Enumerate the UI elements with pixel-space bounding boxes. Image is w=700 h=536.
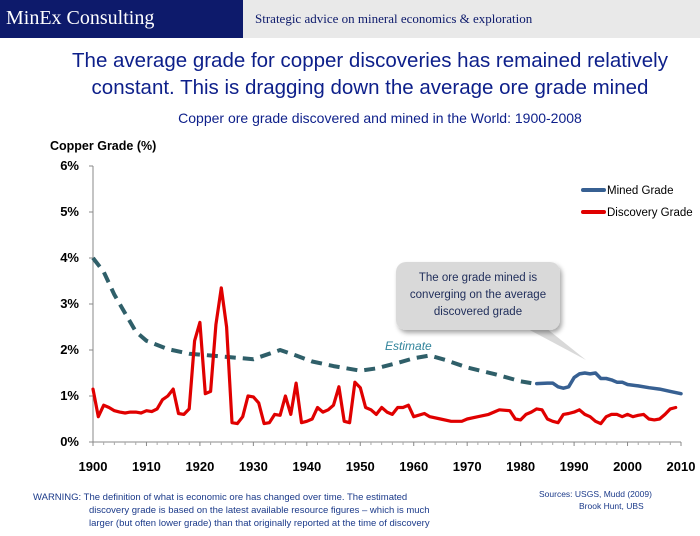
legend-discovery-grade-label: Discovery Grade bbox=[607, 207, 693, 219]
tagline: Strategic advice on mineral economics & … bbox=[255, 11, 533, 26]
callout-text-line: discovered grade bbox=[434, 306, 522, 318]
legend-mined-grade-label: Mined Grade bbox=[607, 185, 673, 197]
tagline-bar: Strategic advice on mineral economics & … bbox=[243, 0, 700, 38]
series-line-mined-grade bbox=[534, 371, 683, 396]
callout-text-line: The ore grade mined is bbox=[419, 272, 538, 284]
headline-line-2: constant. This is dragging down the aver… bbox=[91, 76, 649, 99]
y-tick-label: 3% bbox=[60, 296, 79, 311]
x-tick-label: 1900 bbox=[79, 459, 108, 474]
header-banner: MinEx Consulting Strategic advice on min… bbox=[0, 0, 700, 38]
x-tick-label: 1960 bbox=[399, 459, 428, 474]
series-line-estimate bbox=[91, 256, 532, 386]
y-tick-label: 0% bbox=[60, 434, 79, 449]
y-tick-label: 6% bbox=[60, 158, 79, 173]
callout-bubble bbox=[396, 262, 560, 330]
y-tick-label: 5% bbox=[60, 204, 79, 219]
callout-text-line: converging on the average bbox=[410, 289, 546, 301]
warning-line-1: WARNING: The definition of what is econo… bbox=[33, 492, 408, 503]
y-tick-label: 1% bbox=[60, 388, 79, 403]
brand-name: MinEx Consulting bbox=[6, 7, 155, 29]
x-tick-label: 2000 bbox=[613, 459, 642, 474]
slide-headline: The average grade for copper discoveries… bbox=[40, 47, 700, 101]
x-tick-label: 1950 bbox=[346, 459, 375, 474]
sources-line-2: Brook Hunt, UBS bbox=[579, 501, 644, 511]
warning-line-2: discovery grade is based on the latest a… bbox=[89, 505, 430, 516]
brand-box: MinEx Consulting bbox=[0, 0, 243, 38]
x-tick-label: 1920 bbox=[185, 459, 214, 474]
chart-subtitle: Copper ore grade discovered and mined in… bbox=[178, 110, 582, 126]
x-tick-label: 2010 bbox=[667, 459, 696, 474]
y-tick-label: 4% bbox=[60, 250, 79, 265]
x-tick-label: 1930 bbox=[239, 459, 268, 474]
x-tick-label: 1940 bbox=[292, 459, 321, 474]
sources-note: Sources: USGS, Mudd (2009) Brook Hunt, U… bbox=[539, 488, 679, 512]
x-tick-label: 1990 bbox=[560, 459, 589, 474]
callout-pointer bbox=[526, 328, 586, 360]
sources-line-1: Sources: USGS, Mudd (2009) bbox=[539, 489, 652, 499]
x-tick-label: 1910 bbox=[132, 459, 161, 474]
estimate-label: Estimate bbox=[385, 339, 432, 353]
y-axis-title: Copper Grade (%) bbox=[50, 139, 156, 153]
warning-note: WARNING: The definition of what is econo… bbox=[33, 491, 503, 530]
x-tick-label: 1980 bbox=[506, 459, 535, 474]
series-line-discovery-grade bbox=[91, 286, 678, 426]
x-tick-label: 1970 bbox=[453, 459, 482, 474]
y-tick-label: 2% bbox=[60, 342, 79, 357]
warning-line-3: larger (but often lower grade) than that… bbox=[89, 518, 430, 529]
headline-line-1: The average grade for copper discoveries… bbox=[72, 49, 668, 72]
